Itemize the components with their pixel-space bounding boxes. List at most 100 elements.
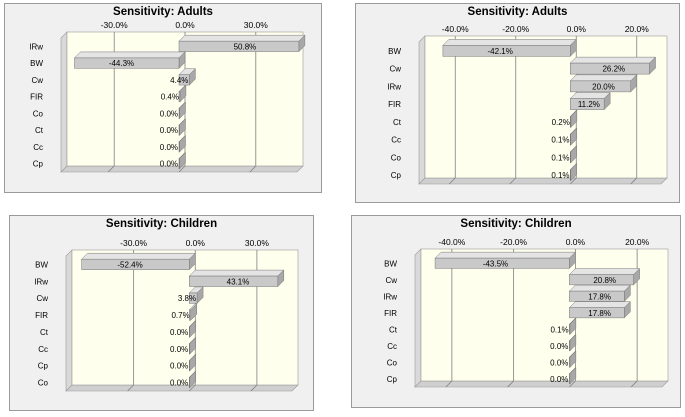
bar-front [570, 133, 571, 146]
category-label: IRw [383, 292, 397, 301]
bar-front [189, 360, 191, 372]
bar [188, 370, 197, 389]
category-label: Ct [35, 126, 44, 135]
category-label: Ct [393, 118, 402, 127]
gridline-floor [630, 177, 638, 185]
tick-label: 0.0% [186, 238, 206, 248]
category-label: Co [391, 153, 402, 162]
bar-front [189, 292, 198, 304]
data-label: 3.8% [178, 294, 196, 303]
data-label: 0.0% [170, 345, 188, 354]
bar-top [568, 301, 631, 308]
bar [569, 163, 578, 182]
chart-panel-children-1: Sensitivity: Children -30.0% 0.0% 30.0% BW -… [9, 215, 314, 411]
gridline-floor [178, 165, 186, 173]
gridline-floor [507, 380, 514, 388]
data-label: 0.0% [170, 328, 188, 337]
bar-front [569, 373, 571, 385]
left-wall [418, 35, 426, 185]
bar-front [178, 124, 180, 136]
category-label: Cc [391, 136, 401, 145]
data-label: 0.0% [160, 143, 178, 152]
bar [442, 38, 577, 57]
bar-front [178, 141, 180, 153]
gridline-floor [249, 165, 257, 173]
bar [178, 151, 187, 170]
bar [188, 353, 197, 372]
bar-front [569, 340, 571, 352]
chart-panel-adults-1: Sensitivity: Adults -30.0% 0.0% 30.0% IRw 50… [4, 3, 322, 193]
category-label: Cw [385, 276, 397, 285]
tick-label: 30.0% [244, 20, 269, 30]
category-label: Ct [40, 328, 49, 337]
category-label: FIR [35, 311, 48, 320]
chart-title: Sensitivity: Adults [113, 6, 213, 18]
tick-label: 0.0% [567, 24, 587, 34]
category-label: Cc [33, 143, 43, 152]
data-label: 0.0% [550, 375, 568, 384]
left-wall [414, 248, 422, 388]
bar [569, 74, 638, 93]
bar-front [189, 326, 191, 338]
data-label: 0.1% [551, 153, 569, 162]
data-label: 0.0% [550, 358, 568, 367]
bar-front [570, 98, 605, 110]
bar-front [569, 307, 625, 319]
tick-label: 30.0% [245, 238, 270, 248]
data-label: 0.0% [160, 126, 178, 135]
chart-title: Sensitivity: Children [105, 218, 218, 230]
bar-top [188, 269, 285, 277]
category-label: Cp [33, 160, 44, 169]
category-label: Ct [389, 325, 398, 334]
chart-svg: -30.0% 0.0% 30.0% IRw 50.8% BW -44.3% Cw 4.4% FIR… [29, 20, 306, 173]
bar [178, 68, 196, 86]
data-label: 0.0% [160, 109, 178, 118]
bar-top [81, 252, 196, 260]
bar [568, 367, 577, 385]
data-label: 0.0% [160, 160, 178, 169]
data-label: 0.0% [550, 342, 568, 351]
data-label: -44.3% [109, 59, 134, 68]
bar-front [570, 116, 572, 128]
bar-top [569, 92, 611, 99]
bar [568, 317, 577, 335]
bar [178, 84, 187, 103]
category-label: IRw [387, 82, 401, 91]
bar-front [569, 274, 634, 286]
category-label: Co [387, 358, 398, 367]
gridline-floor [630, 380, 638, 388]
category-label: FIR [388, 100, 401, 109]
data-label: 43.1% [227, 277, 250, 286]
bar-front [189, 343, 191, 355]
bar [569, 109, 578, 128]
bar-front [178, 158, 180, 170]
category-label: IRw [34, 277, 48, 286]
bar [73, 51, 186, 69]
bar-front [570, 169, 571, 181]
bar-front [189, 377, 191, 389]
category-label: Cw [389, 65, 401, 74]
category-label: Cw [36, 294, 48, 303]
bar-top [178, 34, 306, 42]
data-label: 17.8% [588, 292, 611, 301]
bar [568, 268, 641, 286]
bar-top [442, 39, 577, 46]
tick-label: -40.0% [442, 24, 469, 34]
tick-label: 20.0% [625, 237, 650, 247]
bar-top [569, 74, 638, 82]
bar-front [569, 323, 571, 335]
gridline-floor [127, 384, 134, 392]
gridline-floor [569, 380, 576, 388]
tick-label: -30.0% [101, 20, 128, 30]
category-label: Cw [31, 76, 43, 85]
chart-svg: -40.0% -20.0% 0.0% 20.0% BW -42.1% Cw 26.2% IRw 2… [387, 24, 668, 185]
bar [434, 251, 576, 269]
data-label: -42.1% [488, 47, 513, 56]
category-label: Cp [38, 362, 49, 371]
bar-top [73, 51, 186, 59]
category-label: IRw [29, 42, 43, 51]
chart-title: Sensitivity: Children [460, 218, 572, 230]
bar [569, 127, 578, 146]
data-label: 0.0% [170, 362, 188, 371]
gridline-floor [188, 384, 196, 392]
